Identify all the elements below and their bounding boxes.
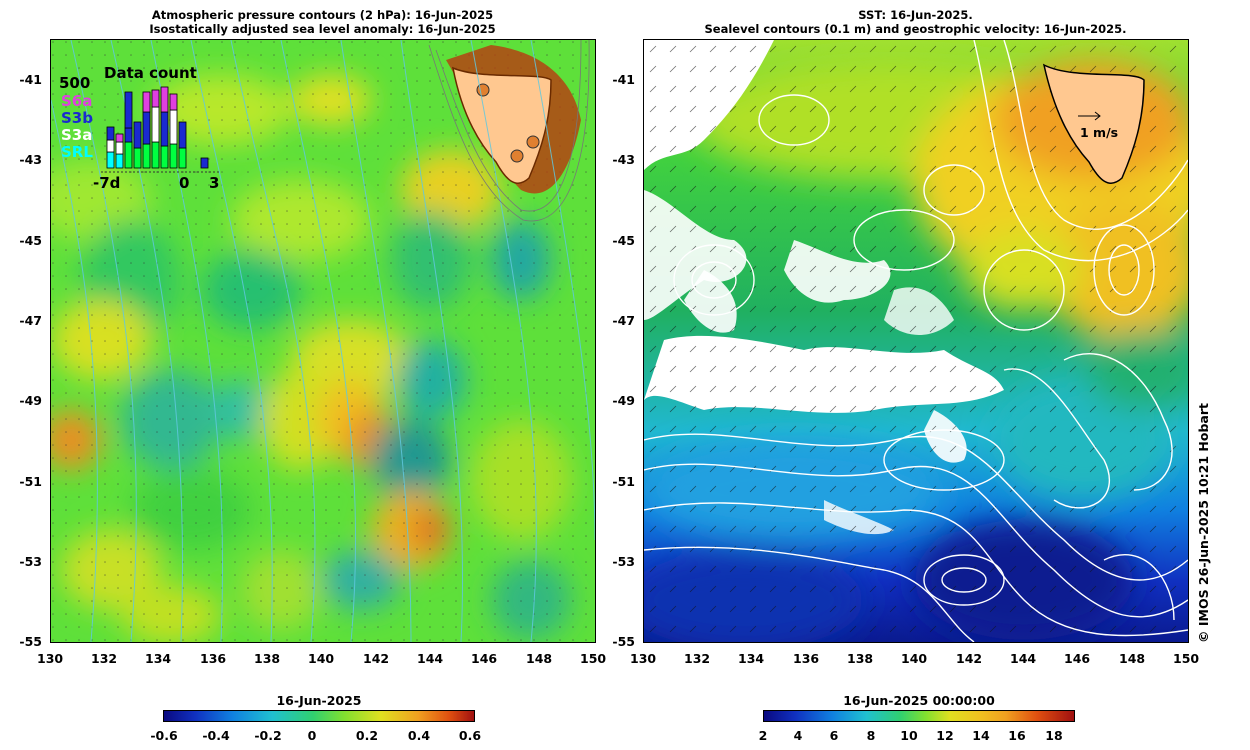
left-lat-label: -47 xyxy=(19,313,42,328)
left-title-line2: Isostatically adjusted sea level anomaly… xyxy=(149,22,496,36)
right-lat-label: -49 xyxy=(612,393,635,408)
data-count-inset: 500 Data count S6a S3b S3a SRL -7d 0 3 xyxy=(59,62,219,192)
tasmania-land xyxy=(446,45,581,194)
inset-title: Data count xyxy=(104,64,197,82)
sst-colorbar-label: 16 xyxy=(1008,728,1026,743)
sla-colorbar-label: 0.2 xyxy=(355,728,379,743)
left-lat-label: -45 xyxy=(19,233,42,248)
inset-max-label: 500 xyxy=(59,74,91,92)
velocity-scale-arrow xyxy=(1078,111,1101,121)
right-lat-label: -45 xyxy=(612,233,635,248)
left-lon-label: 144 xyxy=(417,651,444,666)
left-lat-label: -41 xyxy=(19,72,42,87)
left-lon-label: 138 xyxy=(254,651,281,666)
sst-colorbar-label: 6 xyxy=(829,728,839,743)
inset-mission-s3a: S3a xyxy=(61,126,93,144)
right-lon-label: 142 xyxy=(956,651,983,666)
left-lat-label: -55 xyxy=(19,634,42,649)
pressure-contours xyxy=(51,40,595,642)
right-lon-label: 144 xyxy=(1010,651,1037,666)
left-lon-label: 132 xyxy=(91,651,118,666)
right-lon-label: 150 xyxy=(1173,651,1200,666)
right-lon-label: 132 xyxy=(684,651,711,666)
right-colorbar-title: 16-Jun-2025 00:00:00 xyxy=(843,693,995,708)
bathymetry-contours xyxy=(428,40,590,222)
right-lat-label: -43 xyxy=(612,152,635,167)
left-title-line1: Atmospheric pressure contours (2 hPa): 1… xyxy=(151,8,494,22)
inset-xlabel-end: 3 xyxy=(209,174,220,192)
sea-level-anomaly-map[interactable]: 500 Data count S6a S3b S3a SRL -7d 0 3 xyxy=(50,39,596,643)
sst-map[interactable]: 1 m/s xyxy=(643,39,1189,643)
sst-colorbar-label: 4 xyxy=(793,728,803,743)
left-lon-label: 146 xyxy=(471,651,498,666)
credit-text: © IMOS 26-Jun-2025 10:21 Hobart xyxy=(1196,403,1211,643)
sst-colorbar-label: 2 xyxy=(758,728,768,743)
sst-colorbar-label: 18 xyxy=(1045,728,1063,743)
sla-colorbar-label: 0.6 xyxy=(458,728,482,743)
left-lon-label: 140 xyxy=(308,651,335,666)
left-lat-label: -51 xyxy=(19,474,42,489)
right-lat-label: -55 xyxy=(612,634,635,649)
left-lon-label: 142 xyxy=(363,651,390,666)
sla-colorbar-label: -0.6 xyxy=(150,728,178,743)
right-lat-label: -41 xyxy=(612,72,635,87)
sla-colorbar-label: 0.4 xyxy=(407,728,431,743)
right-lon-label: 130 xyxy=(630,651,657,666)
sla-colorbar-label: -0.2 xyxy=(254,728,282,743)
sst-colorbar-label: 8 xyxy=(866,728,876,743)
sla-map-graphic xyxy=(51,40,595,642)
left-lon-label: 136 xyxy=(200,651,227,666)
right-lon-label: 134 xyxy=(738,651,765,666)
left-title: Atmospheric pressure contours (2 hPa): 1… xyxy=(50,8,595,36)
inset-mission-srl: SRL xyxy=(61,143,93,161)
inset-xlabel-start: -7d xyxy=(93,174,121,192)
sealevel-contours xyxy=(644,40,1188,642)
sla-colorbar-label: -0.4 xyxy=(202,728,230,743)
right-lon-label: 138 xyxy=(847,651,874,666)
sla-colorbar-label: 0 xyxy=(307,728,317,743)
sla-colorbar xyxy=(163,710,475,722)
right-lat-label: -47 xyxy=(612,313,635,328)
inset-mission-s3b: S3b xyxy=(61,109,93,127)
right-lon-label: 136 xyxy=(793,651,820,666)
velocity-scale-label: 1 m/s xyxy=(1080,125,1119,140)
sst-colorbar-label: 12 xyxy=(936,728,954,743)
sst-colorbar xyxy=(763,710,1075,722)
inset-mission-s6a: S6a xyxy=(61,92,93,110)
sst-colorbar-label: 14 xyxy=(972,728,990,743)
left-lon-label: 134 xyxy=(145,651,172,666)
right-lon-label: 140 xyxy=(901,651,928,666)
left-lon-label: 130 xyxy=(37,651,64,666)
right-lon-label: 148 xyxy=(1119,651,1146,666)
right-title-line2: Sealevel contours (0.1 m) and geostrophi… xyxy=(704,22,1127,36)
sst-colorbar-label: 10 xyxy=(900,728,918,743)
left-lat-label: -53 xyxy=(19,554,42,569)
left-colorbar-title: 16-Jun-2025 xyxy=(276,693,362,708)
right-title: SST: 16-Jun-2025. Sealevel contours (0.1… xyxy=(643,8,1188,36)
right-lat-label: -51 xyxy=(612,474,635,489)
left-lon-label: 148 xyxy=(526,651,553,666)
left-lon-label: 150 xyxy=(580,651,607,666)
sst-map-graphic xyxy=(644,40,1188,642)
tasmania-land xyxy=(1042,63,1145,184)
left-lat-label: -43 xyxy=(19,152,42,167)
left-lat-label: -49 xyxy=(19,393,42,408)
right-lon-label: 146 xyxy=(1064,651,1091,666)
right-lat-label: -53 xyxy=(612,554,635,569)
inset-bars xyxy=(101,86,219,173)
right-title-line1: SST: 16-Jun-2025. xyxy=(858,8,973,22)
inset-xlabel-zero: 0 xyxy=(179,174,190,192)
